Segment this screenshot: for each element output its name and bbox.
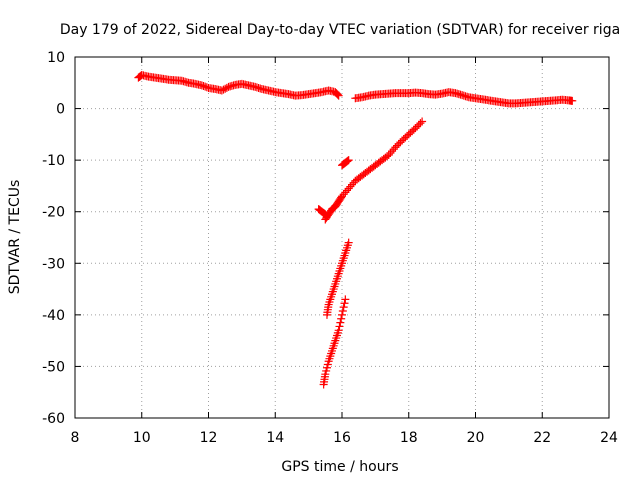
- data-point: [393, 141, 402, 150]
- data-point: [418, 117, 427, 126]
- data-point: [222, 83, 231, 92]
- data-point: [339, 190, 348, 199]
- x-tick-label: 20: [467, 430, 485, 446]
- data-point: [221, 84, 230, 93]
- data-point: [413, 122, 422, 131]
- data-point: [340, 299, 349, 308]
- series-main-arc: [134, 71, 343, 100]
- grid-lines: [75, 57, 609, 418]
- data-point: [341, 188, 350, 197]
- data-point: [333, 90, 342, 99]
- data-point: [334, 91, 343, 100]
- data-points: [134, 71, 577, 389]
- chart-title: Day 179 of 2022, Sidereal Day-to-day VTE…: [60, 22, 620, 38]
- data-point: [202, 83, 211, 92]
- data-point: [319, 209, 328, 218]
- y-tick-label: 0: [56, 102, 65, 118]
- y-tick-label: 10: [47, 50, 65, 66]
- x-tick-label: 18: [400, 430, 418, 446]
- series-arc-2: [351, 88, 577, 108]
- x-tick-label: 16: [333, 430, 351, 446]
- data-point: [334, 326, 343, 335]
- data-point: [348, 180, 357, 189]
- y-tick-label: -60: [42, 411, 65, 427]
- x-axis-label: GPS time / hours: [281, 459, 398, 475]
- data-point: [344, 184, 353, 193]
- data-point: [391, 143, 400, 152]
- x-tick-label: 10: [133, 430, 151, 446]
- y-tick-label: -10: [42, 153, 65, 169]
- data-point: [217, 86, 226, 95]
- y-axis-label: SDTVAR / TECUs: [7, 180, 23, 295]
- data-point: [320, 209, 329, 218]
- data-point: [414, 120, 423, 129]
- data-point: [199, 82, 208, 91]
- data-point: [388, 147, 397, 156]
- data-point: [338, 306, 347, 315]
- y-tick-label: -50: [42, 359, 65, 375]
- data-point: [338, 192, 346, 201]
- data-point: [343, 186, 352, 195]
- data-point: [335, 322, 344, 331]
- data-point: [386, 149, 395, 158]
- series-short-segment-near--20: [314, 205, 330, 219]
- series-rising-arc: [321, 117, 427, 224]
- data-point: [197, 81, 206, 90]
- x-tick-label: 14: [266, 430, 284, 446]
- x-tick-label: 12: [200, 430, 218, 446]
- data-point: [343, 157, 352, 166]
- x-tick-label: 8: [71, 430, 80, 446]
- x-tick-label: 22: [533, 430, 551, 446]
- data-point: [341, 295, 350, 304]
- data-point: [339, 303, 348, 312]
- x-axis-ticks: 8 10 12 14 16 18 20 22 24: [71, 57, 618, 446]
- data-point: [338, 310, 346, 319]
- data-point: [219, 85, 228, 94]
- data-point: [344, 156, 353, 165]
- data-point: [416, 119, 425, 128]
- x-tick-label: 24: [600, 430, 618, 446]
- y-tick-label: -30: [42, 256, 65, 272]
- series-steep-arc-2: [319, 295, 350, 389]
- data-point: [321, 210, 330, 219]
- data-point: [344, 238, 353, 247]
- data-point: [337, 314, 346, 323]
- data-point: [336, 318, 345, 327]
- series-steep-arc-1: [322, 238, 353, 319]
- data-point: [332, 89, 341, 98]
- data-point: [394, 139, 403, 148]
- data-point: [201, 82, 210, 91]
- data-point: [568, 96, 577, 105]
- data-point: [411, 124, 420, 133]
- series-short-segment-near--10: [338, 156, 353, 170]
- y-tick-label: -40: [42, 308, 65, 324]
- data-point: [346, 182, 355, 191]
- data-point: [343, 156, 352, 165]
- data-point: [384, 150, 393, 159]
- y-tick-label: -20: [42, 205, 65, 221]
- data-point: [389, 145, 398, 154]
- y-axis-ticks: 10 0 -10 -20 -30 -40 -50 -60: [42, 50, 609, 427]
